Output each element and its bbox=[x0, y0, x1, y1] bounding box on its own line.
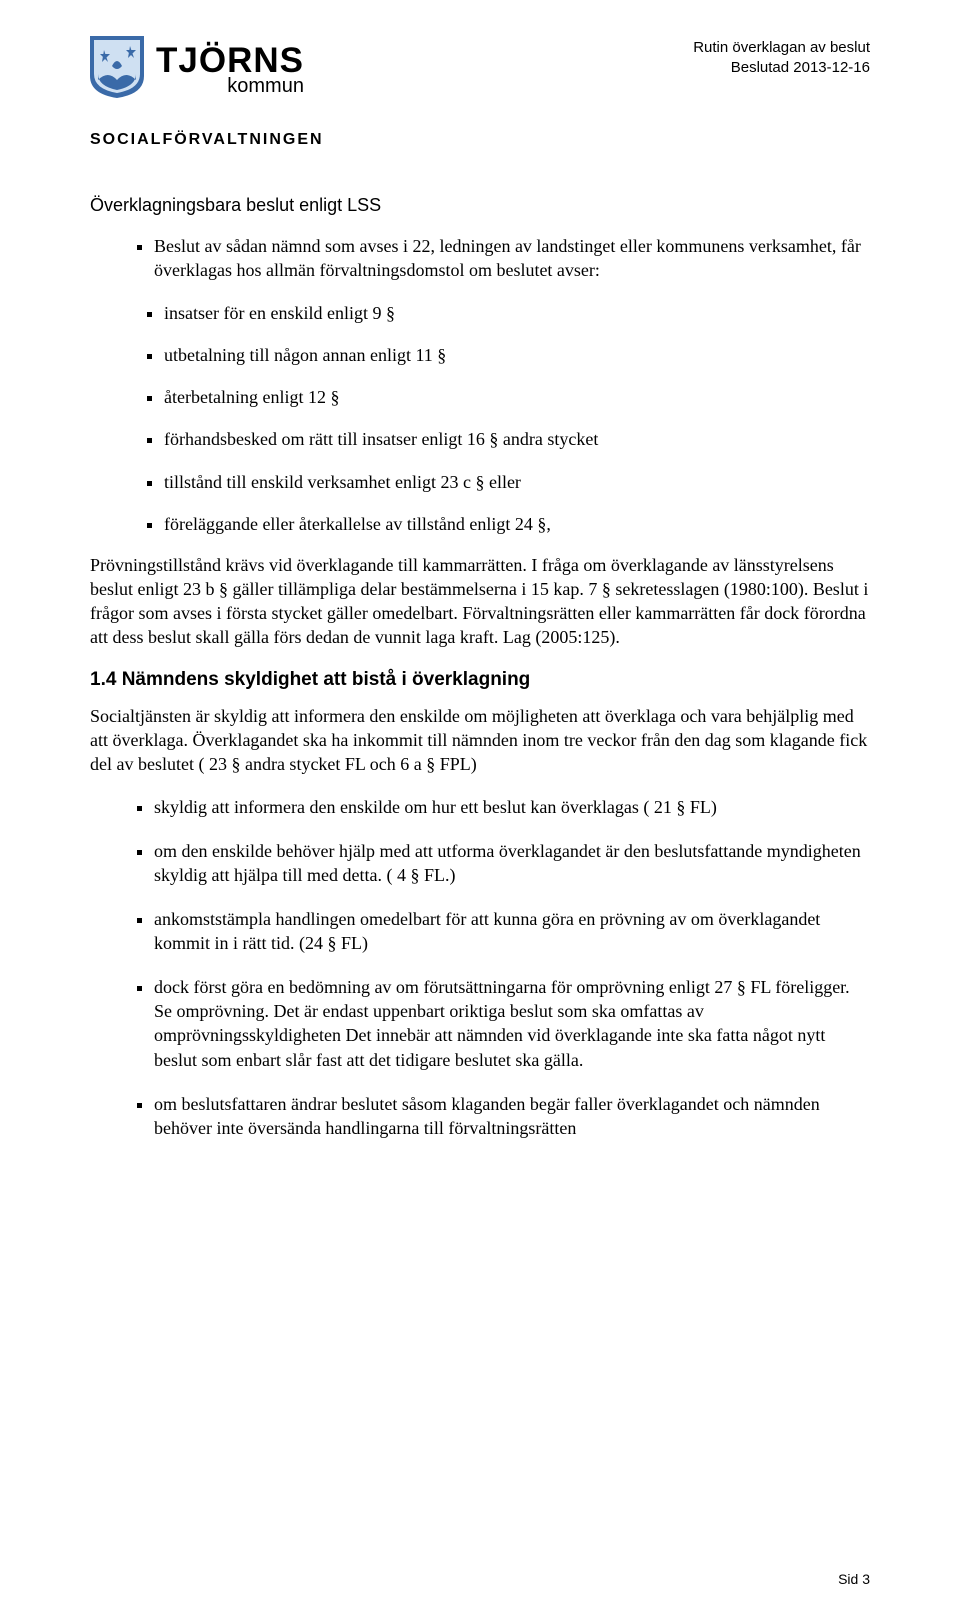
outer-bullet-text: Beslut av sådan nämnd som avses i 22, le… bbox=[154, 236, 861, 280]
page: TJÖRNS kommun SOCIALFÖRVALTNINGEN Rutin … bbox=[0, 0, 960, 1615]
department-label: SOCIALFÖRVALTNINGEN bbox=[90, 131, 324, 149]
list-item: utbetalning till någon annan enligt 11 § bbox=[164, 343, 870, 367]
list-item: föreläggande eller återkallelse av tills… bbox=[164, 512, 870, 536]
section-title: Överklagningsbara beslut enligt LSS bbox=[90, 195, 870, 216]
list-item: dock först göra en bedömning av om förut… bbox=[154, 975, 870, 1071]
logo-line: TJÖRNS kommun bbox=[90, 36, 324, 103]
subheading-1-4: 1.4 Nämndens skyldighet att bistå i över… bbox=[90, 669, 870, 691]
header-routine: Rutin överklagan av beslut bbox=[693, 38, 870, 58]
list-item: förhandsbesked om rätt till insatser enl… bbox=[164, 427, 870, 451]
list-item: om beslutsfattaren ändrar beslutet såsom… bbox=[154, 1092, 870, 1140]
list-item: ankomststämpla handlingen omedelbart för… bbox=[154, 907, 870, 955]
paragraph-2: Socialtjänsten är skyldig att informera … bbox=[90, 705, 870, 776]
list-item: skyldig att informera den enskilde om hu… bbox=[154, 795, 870, 819]
logo-block: TJÖRNS kommun SOCIALFÖRVALTNINGEN bbox=[90, 36, 324, 149]
brand-sub: kommun bbox=[156, 76, 304, 96]
bottom-list: skyldig att informera den enskilde om hu… bbox=[90, 795, 870, 1140]
page-number: Sid 3 bbox=[838, 1571, 870, 1587]
outer-list: Beslut av sådan nämnd som avses i 22, le… bbox=[90, 234, 870, 283]
header-right: Rutin överklagan av beslut Beslutad 2013… bbox=[693, 38, 870, 79]
list-item: om den enskilde behöver hjälp med att ut… bbox=[154, 839, 870, 887]
outer-list-item: Beslut av sådan nämnd som avses i 22, le… bbox=[154, 234, 870, 283]
crest-icon bbox=[90, 36, 144, 103]
brand-name: TJÖRNS bbox=[156, 43, 304, 78]
header-date: Beslutad 2013-12-16 bbox=[693, 58, 870, 78]
header: TJÖRNS kommun SOCIALFÖRVALTNINGEN Rutin … bbox=[90, 36, 870, 149]
paragraph-1: Prövningstillstånd krävs vid överklagand… bbox=[90, 554, 870, 649]
brand-text: TJÖRNS kommun bbox=[156, 43, 304, 96]
list-item: insatser för en enskild enligt 9 § bbox=[164, 301, 870, 325]
inner-list: insatser för en enskild enligt 9 § utbet… bbox=[90, 301, 870, 537]
list-item: återbetalning enligt 12 § bbox=[164, 385, 870, 409]
list-item: tillstånd till enskild verksamhet enligt… bbox=[164, 470, 870, 494]
